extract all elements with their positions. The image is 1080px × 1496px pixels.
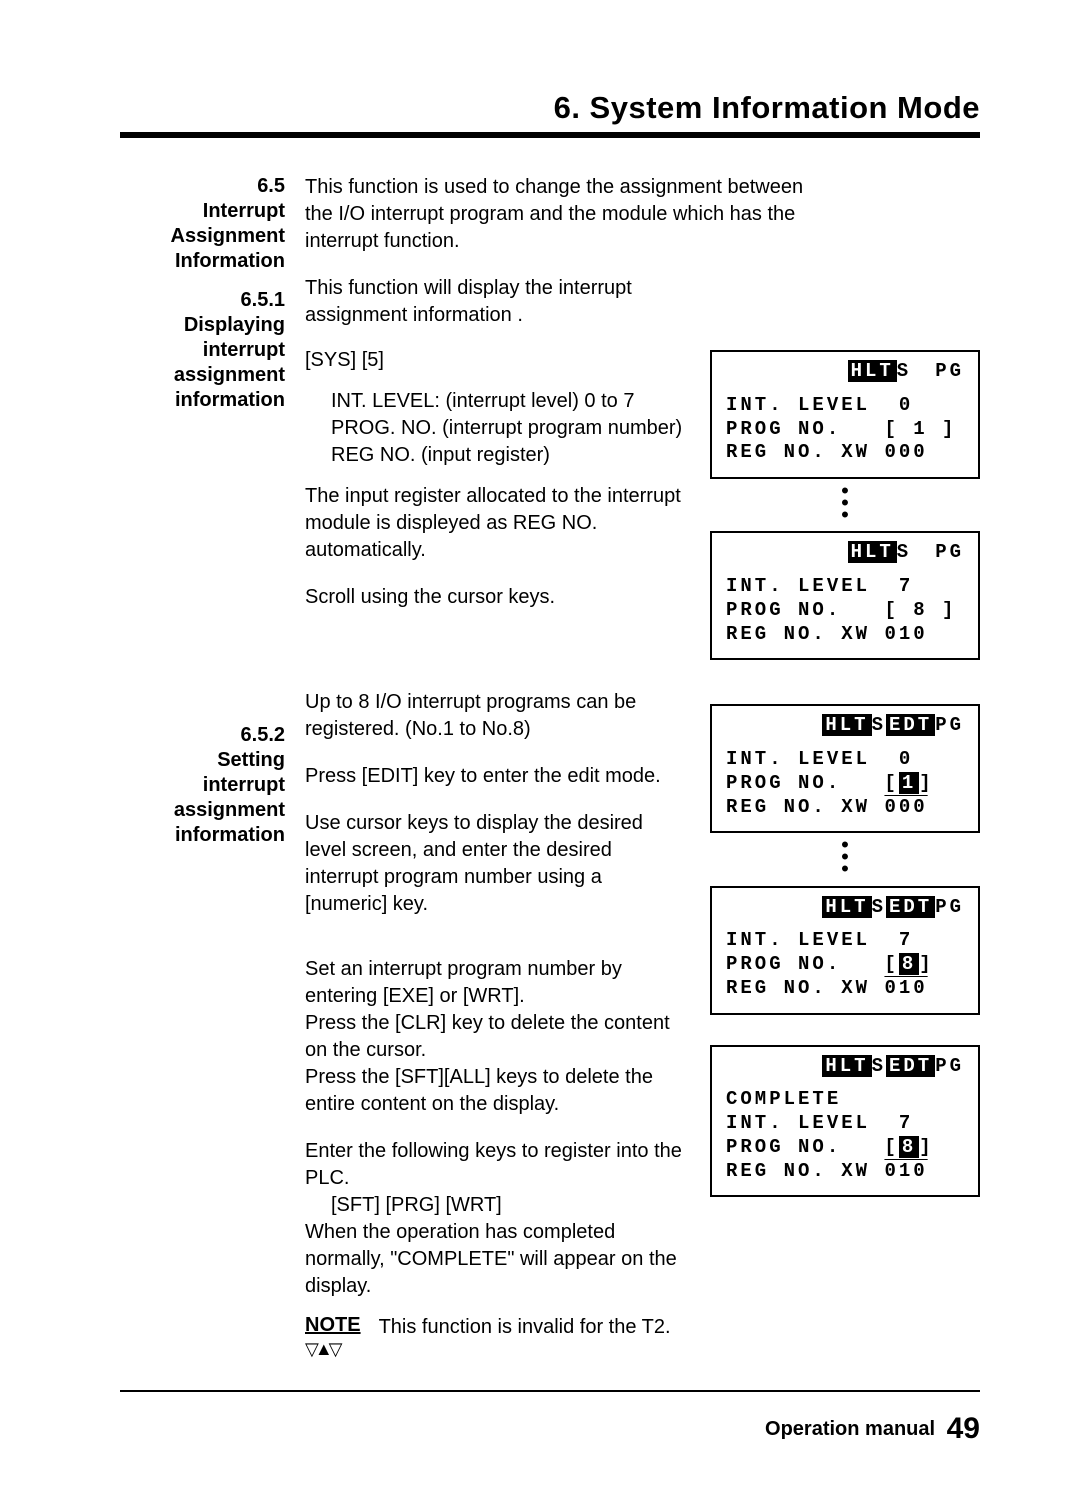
int-level-val: 0 — [899, 748, 913, 770]
status-s: S — [872, 896, 886, 918]
lcd-screen-2: HLTS PG INT. LEVEL 7 PROG NO. [ 8 ] REG … — [710, 531, 980, 660]
hlt-badge: HLT — [822, 1055, 871, 1077]
status-pg: PG — [935, 1055, 964, 1077]
reg-no-val: 010 — [884, 623, 927, 645]
sec-652-t1: Setting — [120, 748, 285, 773]
caution-icon: ▽▲▽ — [305, 1339, 361, 1360]
sec-652-para5c: When the operation has completed normall… — [305, 1219, 685, 1300]
chapter-title: 6. System Information Mode — [120, 90, 980, 132]
reg-no-label: REG NO. XW — [726, 1160, 870, 1182]
int-level-label: INT. LEVEL — [726, 1112, 870, 1134]
sec-651-head: 6.5.1 Displaying interrupt assignment in… — [120, 288, 285, 413]
int-level-val: 7 — [899, 1112, 913, 1134]
sec-652-t4: information — [120, 823, 285, 848]
edt-badge: EDT — [886, 1055, 935, 1077]
prog-no-label: PROG NO. — [726, 772, 841, 794]
lcd-screen-5: HLTSEDTPG COMPLETE INT. LEVEL 7 PROG NO.… — [710, 1045, 980, 1198]
sec-651-b3: REG NO. (input register) — [305, 442, 685, 469]
sec-65-t3: Information — [120, 249, 285, 274]
status-pg: PG — [935, 541, 964, 565]
sec-651-t1: Displaying — [120, 313, 285, 338]
sec-652-para4c: Press the [SFT][ALL] keys to delete the … — [305, 1064, 685, 1118]
reg-no-val: 000 — [884, 441, 927, 463]
status-s: S — [872, 714, 886, 736]
sec-652-para4a: Set an interrupt program number by enter… — [305, 956, 685, 1010]
sec-651-sys: [SYS] [5] — [305, 347, 685, 374]
status-s: S — [897, 360, 911, 382]
sec-651-t2: interrupt — [120, 338, 285, 363]
sec-65-head: 6.5 Interrupt Assignment Information — [120, 174, 285, 274]
sec-652-para5a: Enter the following keys to register int… — [305, 1138, 685, 1192]
int-level-val: 7 — [899, 575, 913, 597]
edt-badge: EDT — [886, 714, 935, 736]
int-level-val: 7 — [899, 929, 913, 951]
lcd-screen-4: HLTSEDTPG INT. LEVEL 7 PROG NO. [8] REG … — [710, 886, 980, 1015]
sec-652-head: 6.5.2 Setting interrupt assignment infor… — [120, 723, 285, 848]
status-s: S — [872, 1055, 886, 1077]
sec-652-num: 6.5.2 — [120, 723, 285, 748]
lcd-screen-3: HLTSEDTPG INT. LEVEL 0 PROG NO. [1] REG … — [710, 704, 980, 833]
sec-65-num: 6.5 — [120, 174, 285, 199]
int-level-label: INT. LEVEL — [726, 929, 870, 951]
sec-651-t4: information — [120, 388, 285, 413]
prog-no-val: 1 — [899, 772, 919, 794]
prog-no-val: [ 8 ] — [884, 599, 956, 621]
reg-no-label: REG NO. XW — [726, 796, 870, 818]
page-number: 49 — [947, 1412, 980, 1445]
reg-no-val: 010 — [884, 1160, 927, 1182]
int-level-label: INT. LEVEL — [726, 748, 870, 770]
int-level-val: 0 — [899, 394, 913, 416]
reg-no-label: REG NO. XW — [726, 977, 870, 999]
prog-no-label: PROG NO. — [726, 599, 841, 621]
sec-652-para4b: Press the [CLR] key to delete the conten… — [305, 1010, 685, 1064]
hlt-badge: HLT — [848, 541, 897, 563]
lcd-screen-1: HLTS PG INT. LEVEL 0 PROG NO. [ 1 ] REG … — [710, 350, 980, 479]
complete-label: COMPLETE — [726, 1088, 968, 1112]
reg-no-label: REG NO. XW — [726, 623, 870, 645]
vdots-icon: ••• — [710, 485, 980, 521]
note-row: NOTE ▽▲▽ This function is invalid for th… — [305, 1314, 685, 1360]
sec-652-para2: Press [EDIT] key to enter the edit mode. — [305, 763, 685, 790]
rule-bottom — [120, 1390, 980, 1392]
sec-652-para1: Up to 8 I/O interrupt programs can be re… — [305, 689, 685, 743]
sec-651-para2: The input register allocated to the inte… — [305, 483, 685, 564]
reg-no-label: REG NO. XW — [726, 441, 870, 463]
status-pg: PG — [935, 714, 964, 736]
hlt-badge: HLT — [848, 360, 897, 382]
sec-651-t3: assignment — [120, 363, 285, 388]
sec-651-para1: This function will display the interrupt… — [305, 275, 685, 329]
status-pg: PG — [935, 360, 964, 384]
edt-badge: EDT — [886, 896, 935, 918]
prog-no-val: 8 — [899, 1136, 919, 1158]
note-label: NOTE — [305, 1314, 361, 1337]
sec-651-b1: INT. LEVEL: (interrupt level) 0 to 7 — [305, 388, 685, 415]
sec-65-t1: Interrupt — [120, 199, 285, 224]
sec-652-t2: interrupt — [120, 773, 285, 798]
reg-no-val: 010 — [884, 977, 927, 999]
rule-top — [120, 132, 980, 138]
prog-no-val: 8 — [899, 953, 919, 975]
int-level-label: INT. LEVEL — [726, 394, 870, 416]
hlt-badge: HLT — [822, 896, 871, 918]
int-level-label: INT. LEVEL — [726, 575, 870, 597]
sec-651-num: 6.5.1 — [120, 288, 285, 313]
sec-652-para3: Use cursor keys to display the desired l… — [305, 810, 685, 918]
sec-652-t3: assignment — [120, 798, 285, 823]
prog-no-label: PROG NO. — [726, 953, 841, 975]
hlt-badge: HLT — [822, 714, 871, 736]
reg-no-val: 000 — [884, 796, 927, 818]
note-text: This function is invalid for the T2. — [379, 1314, 671, 1341]
prog-no-label: PROG NO. — [726, 1136, 841, 1158]
status-pg: PG — [935, 896, 964, 918]
sec-651-b2: PROG. NO. (interrupt program number) — [305, 415, 685, 442]
vdots-icon: ••• — [710, 839, 980, 875]
sec-652-para5b: [SFT] [PRG] [WRT] — [305, 1192, 685, 1219]
prog-no-val: [ 1 ] — [884, 418, 956, 440]
footer-label: Operation manual — [765, 1418, 935, 1440]
status-s: S — [897, 541, 911, 563]
sec-65-t2: Assignment — [120, 224, 285, 249]
page-footer: Operation manual 49 — [120, 1412, 980, 1446]
sec-651-para3: Scroll using the cursor keys. — [305, 584, 685, 611]
prog-no-label: PROG NO. — [726, 418, 841, 440]
